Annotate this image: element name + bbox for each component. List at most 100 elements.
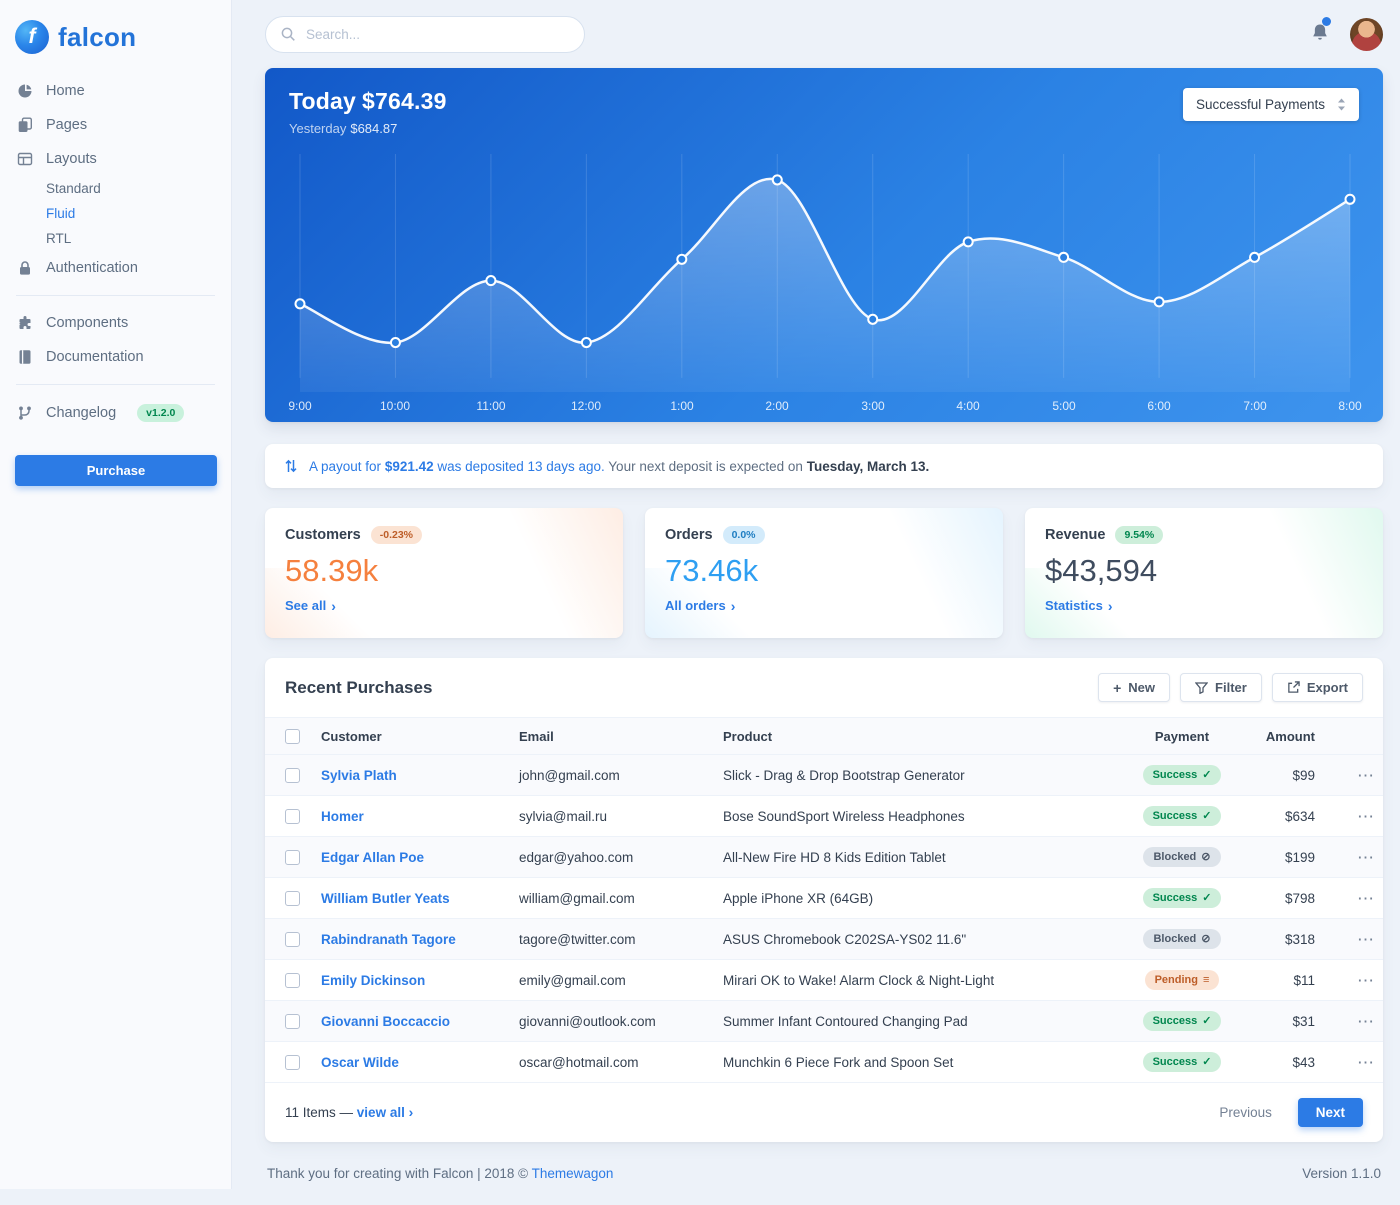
next-button[interactable]: Next (1297, 1098, 1363, 1128)
x-axis-label: 6:00 (1147, 399, 1171, 413)
sidebar-item-changelog[interactable]: Changelog v1.2.0 (0, 395, 231, 431)
email-cell: giovanni@outlook.com (511, 1000, 715, 1043)
sidebar-item-standard[interactable]: Standard (46, 181, 101, 196)
sidebar-item-label: Documentation (46, 349, 144, 365)
customer-link[interactable]: William Butler Yeats (321, 890, 450, 906)
row-checkbox[interactable] (285, 932, 300, 948)
table-header-row: Customer Email Product Payment Amount (265, 716, 1383, 756)
purchase-button[interactable]: Purchase (15, 455, 217, 486)
chart-markers (294, 174, 1356, 349)
new-button[interactable]: + New (1098, 673, 1171, 702)
stat-value: 73.46k (665, 553, 759, 588)
row-checkbox[interactable] (285, 850, 300, 866)
payment-status-badge: Success ✓ (1142, 765, 1222, 786)
product-cell: All-New Fire HD 8 Kids Edition Tablet (715, 836, 1107, 879)
row-actions-button[interactable]: ⋯ (1351, 766, 1380, 785)
code-branch-icon (16, 405, 34, 421)
filter-button[interactable]: Filter (1180, 673, 1262, 702)
row-checkbox[interactable] (285, 973, 300, 989)
payment-status-badge: Success ✓ (1142, 1052, 1222, 1073)
sidebar-item-documentation[interactable]: Documentation (0, 340, 231, 374)
all-orders-link[interactable]: All orders › (665, 597, 736, 614)
x-axis-label: 8:00 (1338, 399, 1362, 413)
email-cell: sylvia@mail.ru (511, 795, 715, 838)
statistics-link[interactable]: Statistics › (1045, 597, 1113, 614)
ban-icon: ⊘ (1201, 850, 1211, 863)
payments-type-select[interactable]: Successful Payments (1182, 88, 1359, 121)
column-header-payment: Payment (1107, 716, 1257, 756)
email-cell: william@gmail.com (511, 877, 715, 920)
search-box[interactable] (265, 15, 585, 53)
sidebar-item-authentication[interactable]: Authentication (0, 251, 231, 285)
payout-link[interactable]: A payout for $921.42 was deposited 13 da… (309, 458, 605, 474)
notification-dot (1322, 17, 1331, 26)
sidebar-divider (16, 384, 215, 385)
customer-link[interactable]: Sylvia Plath (321, 767, 397, 783)
product-cell: ASUS Chromebook C202SA-YS02 11.6" (715, 918, 1107, 961)
x-axis-label: 1:00 (670, 399, 694, 413)
payments-line-chart: 9:00 10:00 11:00 12:00 1:00 2:00 3:00 4:… (265, 152, 1383, 422)
sidebar-item-pages[interactable]: Pages (0, 108, 231, 142)
email-cell: emily@gmail.com (511, 959, 715, 1002)
sidebar-item-label: Layouts (46, 151, 97, 167)
row-checkbox[interactable] (285, 1014, 300, 1030)
brand-logo[interactable]: f falcon (0, 12, 231, 74)
sidebar-item-components[interactable]: Components (0, 306, 231, 340)
customer-link[interactable]: Edgar Allan Poe (321, 849, 425, 865)
row-actions-button[interactable]: ⋯ (1351, 971, 1380, 990)
select-all-checkbox[interactable] (285, 729, 300, 745)
email-cell: edgar@yahoo.com (511, 836, 715, 879)
sidebar-item-fluid[interactable]: Fluid (46, 206, 76, 221)
column-header-product: Product (715, 716, 1107, 756)
row-checkbox[interactable] (285, 891, 300, 907)
product-cell: Summer Infant Contoured Changing Pad (715, 1000, 1107, 1043)
sidebar-item-layouts[interactable]: Layouts (0, 142, 231, 176)
row-checkbox[interactable] (285, 809, 300, 825)
themewagon-link[interactable]: Themewagon (531, 1166, 614, 1182)
previous-button[interactable]: Previous (1213, 1104, 1278, 1121)
payment-status-badge: Success ✓ (1142, 1011, 1222, 1032)
check-icon: ✓ (1202, 1014, 1212, 1027)
table-row: Giovanni Boccaccio giovanni@outlook.com … (265, 1000, 1383, 1043)
customers-stat-card: Customers -0.23% 58.39k See all › (265, 508, 623, 638)
table-row: Edgar Allan Poe edgar@yahoo.com All-New … (265, 836, 1383, 879)
user-avatar[interactable] (1350, 17, 1383, 51)
sidebar-item-rtl[interactable]: RTL (46, 231, 72, 246)
amount-cell: $798 (1257, 877, 1343, 920)
search-input[interactable] (304, 25, 569, 43)
row-actions-button[interactable]: ⋯ (1351, 1012, 1380, 1031)
payout-notice: A payout for $921.42 was deposited 13 da… (265, 444, 1383, 488)
customer-link[interactable]: Emily Dickinson (321, 972, 426, 988)
column-header-actions (1343, 716, 1383, 756)
email-cell: oscar@hotmail.com (511, 1041, 715, 1084)
amount-cell: $43 (1257, 1041, 1343, 1084)
row-checkbox[interactable] (285, 1055, 300, 1071)
puzzle-icon (16, 315, 34, 331)
chart-header: Today $764.39 Yesterday $684.87 Successful… (265, 68, 1383, 152)
customer-link[interactable]: Oscar Wilde (321, 1054, 399, 1070)
row-checkbox[interactable] (285, 768, 300, 784)
export-button[interactable]: Export (1271, 673, 1363, 702)
view-all-link[interactable]: view all › (356, 1104, 414, 1121)
customer-link[interactable]: Giovanni Boccaccio (321, 1013, 451, 1029)
sidebar-item-home[interactable]: Home (0, 74, 231, 108)
sidebar-item-label: Pages (46, 117, 88, 133)
see-all-link[interactable]: See all › (285, 597, 336, 614)
table-row: Rabindranath Tagore tagore@twitter.com A… (265, 918, 1383, 961)
row-actions-button[interactable]: ⋯ (1351, 848, 1380, 867)
notifications-button[interactable] (1308, 17, 1332, 48)
row-actions-button[interactable]: ⋯ (1351, 807, 1380, 826)
topbar (265, 0, 1383, 68)
row-actions-button[interactable]: ⋯ (1351, 1053, 1380, 1072)
stat-title: Customers (285, 527, 361, 543)
chevron-right-icon: › (408, 1104, 414, 1121)
row-actions-button[interactable]: ⋯ (1351, 889, 1380, 908)
product-cell: Apple iPhone XR (64GB) (715, 877, 1107, 920)
product-cell: Munchkin 6 Piece Fork and Spoon Set (715, 1041, 1107, 1084)
row-actions-button[interactable]: ⋯ (1351, 930, 1380, 949)
customer-link[interactable]: Rabindranath Tagore (321, 931, 456, 947)
revenue-stat-card: Revenue 9.54% $43,594 Statistics › (1025, 508, 1383, 638)
customer-link[interactable]: Homer (321, 808, 364, 824)
stat-title: Orders (665, 527, 713, 543)
layouts-submenu: Standard Fluid RTL (0, 176, 231, 251)
